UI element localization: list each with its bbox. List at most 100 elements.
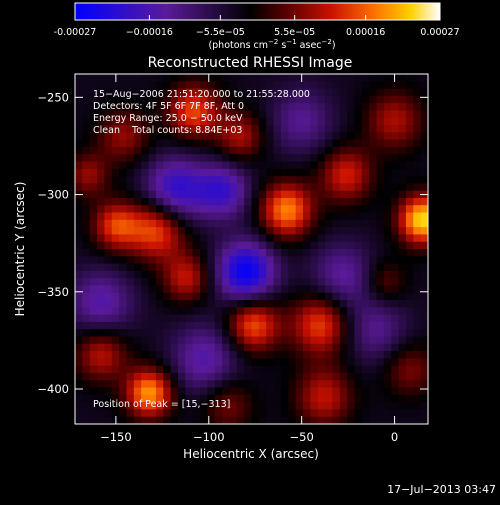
heatmap-cell [369,329,377,337]
heatmap-cell [251,81,260,89]
heatmap-cell [317,270,326,279]
heatmap-cell [405,336,414,345]
heatmap-cell [369,402,377,410]
heatmap-cell [229,110,238,119]
heatmap-cell [251,372,260,381]
heatmap-cell [89,285,98,294]
heatmap-cell [236,307,245,316]
heatmap-cell [155,132,164,141]
heatmap-cell [332,387,341,396]
heatmap-cell [273,300,282,308]
heatmap-cell [420,307,429,316]
heatmap-cell [251,219,260,228]
heatmap-cell [75,95,83,104]
heatmap-cell [317,249,326,257]
heatmap-cell [288,270,297,279]
heatmap-cell [325,205,333,213]
heatmap-cell [200,117,208,126]
heatmap-cell [325,394,333,403]
heatmap-cell [104,88,113,97]
heatmap-cell [111,300,120,308]
heatmap-cell [391,336,399,345]
heatmap-cell [163,117,171,126]
heatmap-cell [200,95,208,104]
heatmap-cell [302,256,311,264]
heatmap-cell [119,402,127,410]
heatmap-cell [273,74,282,82]
heatmap-cell [192,314,201,323]
heatmap-cell [317,409,326,418]
heatmap-cell [133,256,142,264]
heatmap-cell [317,161,326,170]
heatmap-cell [361,365,370,374]
heatmap-cell [258,329,267,337]
heatmap-cell [339,300,348,308]
heatmap-cell [214,110,223,119]
heatmap-cell [295,329,304,337]
heatmap-cell [185,183,194,192]
heatmap-cell [82,351,91,359]
heatmap-cell [273,117,282,126]
heatmap-cell [89,183,98,192]
heatmap-cell [310,249,319,257]
heatmap-cell [229,132,238,141]
heatmap-cell [89,81,98,89]
heatmap-cell [251,161,260,170]
heatmap-cell [170,402,179,410]
heatmap-cell [133,270,142,279]
heatmap-cell [302,285,311,294]
heatmap-cell [273,329,282,337]
heatmap-cell [288,365,297,374]
heatmap-cell [339,234,348,243]
heatmap-cell [273,409,282,418]
heatmap-cell [126,146,135,155]
heatmap-cell [383,117,392,126]
heatmap-cell [170,88,179,97]
heatmap-cell [126,409,135,418]
heatmap-cell [339,168,348,177]
heatmap-cell [383,139,392,148]
heatmap-cell [280,394,289,403]
heatmap-cell [192,270,201,279]
heatmap-cell [185,249,194,257]
y-axis-label: Heliocentric Y (arcsec) [13,182,27,317]
heatmap-cell [302,241,311,250]
heatmap-cell [398,336,407,345]
heatmap-cell [236,285,245,294]
heatmap-cell [133,74,142,82]
heatmap-cell [133,219,142,228]
heatmap-cell [317,95,326,104]
heatmap-cell [119,110,127,119]
heatmap-cell [266,416,274,425]
heatmap-cell [391,358,399,367]
heatmap-cell [413,380,422,388]
heatmap-cell [391,351,399,359]
heatmap-cell [126,212,135,221]
heatmap-cell [75,292,83,301]
heatmap-cell [347,117,355,126]
heatmap-cell [236,292,245,301]
heatmap-cell [126,256,135,264]
heatmap-cell [310,314,319,323]
heatmap-cell [347,219,355,228]
x-tick-label: 0 [391,430,398,444]
heatmap-cell [236,176,245,184]
heatmap-cell [177,416,186,425]
heatmap-cell [295,387,304,396]
heatmap-cell [398,351,407,359]
heatmap-cell [207,358,216,367]
heatmap-cell [148,154,157,162]
heatmap-cell [332,263,341,272]
heatmap-cell [177,139,186,148]
heatmap-cell [89,307,98,316]
heatmap-cell [236,95,245,104]
heatmap-cell [75,103,83,111]
heatmap-cell [266,74,274,82]
heatmap-cell [155,125,164,133]
colorbar-tick-label: 0.00016 [346,27,385,38]
heatmap-cell [111,402,120,410]
heatmap-cell [148,314,157,323]
heatmap-cell [405,300,414,308]
heatmap-cell [207,321,216,330]
heatmap-cell [89,402,98,410]
